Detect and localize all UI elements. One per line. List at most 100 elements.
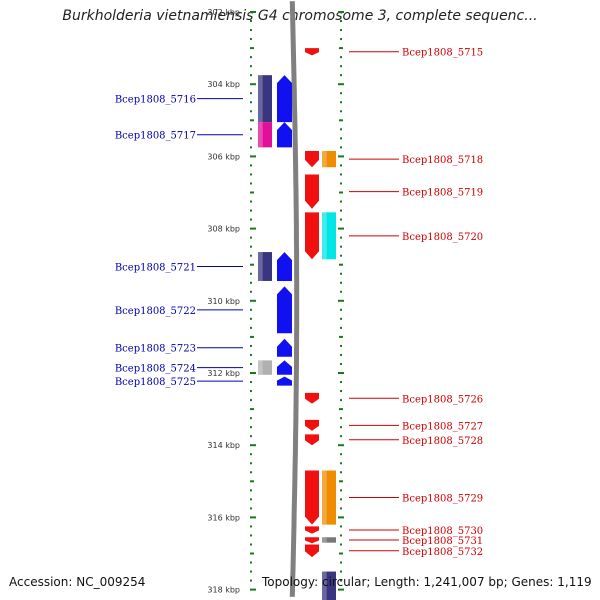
tick-mark	[340, 435, 342, 438]
gene-label-Bcep1808_5732: Bcep1808_5732	[402, 547, 483, 558]
tick-mark	[339, 408, 343, 411]
tick-mark	[250, 128, 252, 131]
feature-block-shade	[258, 122, 263, 148]
tick-mark	[340, 390, 342, 393]
feature-block-rect	[258, 75, 272, 123]
tick-mark	[250, 471, 252, 474]
axis-tick-label: 302 kbp	[207, 8, 240, 17]
tick-mark	[340, 56, 342, 59]
tick-mark	[340, 561, 342, 564]
tick-mark	[340, 507, 342, 510]
tick-mark	[250, 308, 252, 311]
tick-mark	[250, 534, 252, 537]
tick-mark	[340, 381, 342, 384]
tick-mark	[250, 236, 252, 239]
tick-mark	[250, 29, 252, 32]
feature-tracks	[258, 75, 336, 600]
tick-mark	[339, 552, 343, 555]
tick-mark	[340, 101, 342, 104]
tick-mark	[340, 534, 342, 537]
tick-mark	[339, 480, 343, 483]
tick-mark	[338, 299, 344, 302]
tick-mark	[340, 399, 342, 402]
gene-arrow-Bcep1808_5731	[305, 537, 319, 544]
tick-mark	[250, 92, 252, 95]
tick-mark	[340, 543, 342, 546]
tick-mark	[250, 281, 252, 284]
feature-block-shade	[322, 537, 327, 543]
axis-tick-label: 310 kbp	[207, 297, 240, 306]
gene-label-Bcep1808_5717: Bcep1808_5717	[115, 131, 196, 142]
tick-mark	[250, 498, 252, 501]
gene-arrow-Bcep1808_5729	[305, 470, 319, 525]
tick-mark	[340, 317, 342, 320]
tick-mark	[250, 137, 252, 140]
tick-mark	[340, 570, 342, 573]
feature-block-shade	[258, 75, 263, 123]
gene-arrow-Bcep1808_5719	[305, 174, 319, 209]
tick-mark	[250, 399, 252, 402]
tick-mark	[250, 362, 252, 365]
feature-block-rect	[322, 212, 336, 260]
tick-mark	[250, 326, 252, 329]
accession-text: Accession: NC_009254	[9, 575, 146, 589]
tick-mark	[340, 462, 342, 465]
tick-mark	[340, 353, 342, 356]
tick-mark	[250, 579, 252, 582]
gene-arrow-Bcep1808_5718	[305, 150, 319, 168]
gene-arrow-Bcep1808_5725	[277, 376, 292, 386]
gene-arrow-Bcep1808_5730	[305, 526, 319, 534]
tick-mark	[339, 47, 343, 50]
gene-label-Bcep1808_5724: Bcep1808_5724	[115, 364, 196, 375]
gene-arrow-Bcep1808_5721	[277, 252, 292, 281]
tick-mark	[250, 245, 252, 248]
tick-mark	[340, 137, 342, 140]
axis-tick-label: 318 kbp	[207, 586, 240, 595]
tick-mark	[250, 110, 252, 113]
tick-mark	[250, 83, 256, 86]
tick-mark	[340, 164, 342, 167]
tick-mark	[250, 182, 252, 185]
gene-label-Bcep1808_5721: Bcep1808_5721	[115, 263, 196, 274]
tick-mark	[339, 335, 343, 338]
tick-mark	[340, 471, 342, 474]
tick-mark	[250, 209, 252, 212]
gene-label-Bcep1808_5719: Bcep1808_5719	[402, 188, 483, 199]
tick-mark	[250, 101, 252, 104]
tick-mark	[250, 173, 252, 176]
tick-mark	[338, 444, 344, 447]
gene-arrow-Bcep1808_5728	[305, 434, 319, 446]
gene-arrow-Bcep1808_5715	[305, 48, 319, 56]
tick-mark	[340, 218, 342, 221]
feature-block-rect	[322, 571, 336, 600]
tick-mark	[250, 426, 252, 429]
tick-mark	[250, 453, 252, 456]
axis-tick-label: 304 kbp	[207, 80, 240, 89]
feature-block-shade	[322, 470, 327, 525]
tick-mark	[250, 38, 252, 41]
tick-mark	[250, 588, 256, 591]
gene-label-Bcep1808_5727: Bcep1808_5727	[402, 421, 483, 432]
gene-label-Bcep1808_5716: Bcep1808_5716	[115, 95, 196, 106]
gene-arrow-Bcep1808_5723	[277, 338, 292, 357]
feature-block	[322, 470, 336, 525]
feature-block-shade	[322, 150, 327, 168]
tick-mark	[340, 128, 342, 131]
axis-tick-label: 314 kbp	[207, 441, 240, 450]
feature-block	[322, 537, 336, 543]
tick-mark	[250, 462, 252, 465]
gene-label-Bcep1808_5715: Bcep1808_5715	[402, 48, 483, 59]
tick-mark	[340, 29, 342, 32]
tick-mark	[340, 209, 342, 212]
tick-mark	[340, 245, 342, 248]
tick-mark	[250, 381, 252, 384]
tick-mark	[338, 11, 344, 13]
tick-mark	[250, 317, 252, 320]
gene-arrow-Bcep1808_5717	[277, 122, 292, 148]
tick-mark	[250, 444, 256, 447]
tick-mark	[250, 155, 256, 158]
tick-mark	[340, 344, 342, 347]
gene-arrow-Bcep1808_5716	[277, 75, 292, 123]
tick-mark	[340, 110, 342, 113]
gene-label-Bcep1808_5728: Bcep1808_5728	[402, 436, 483, 447]
